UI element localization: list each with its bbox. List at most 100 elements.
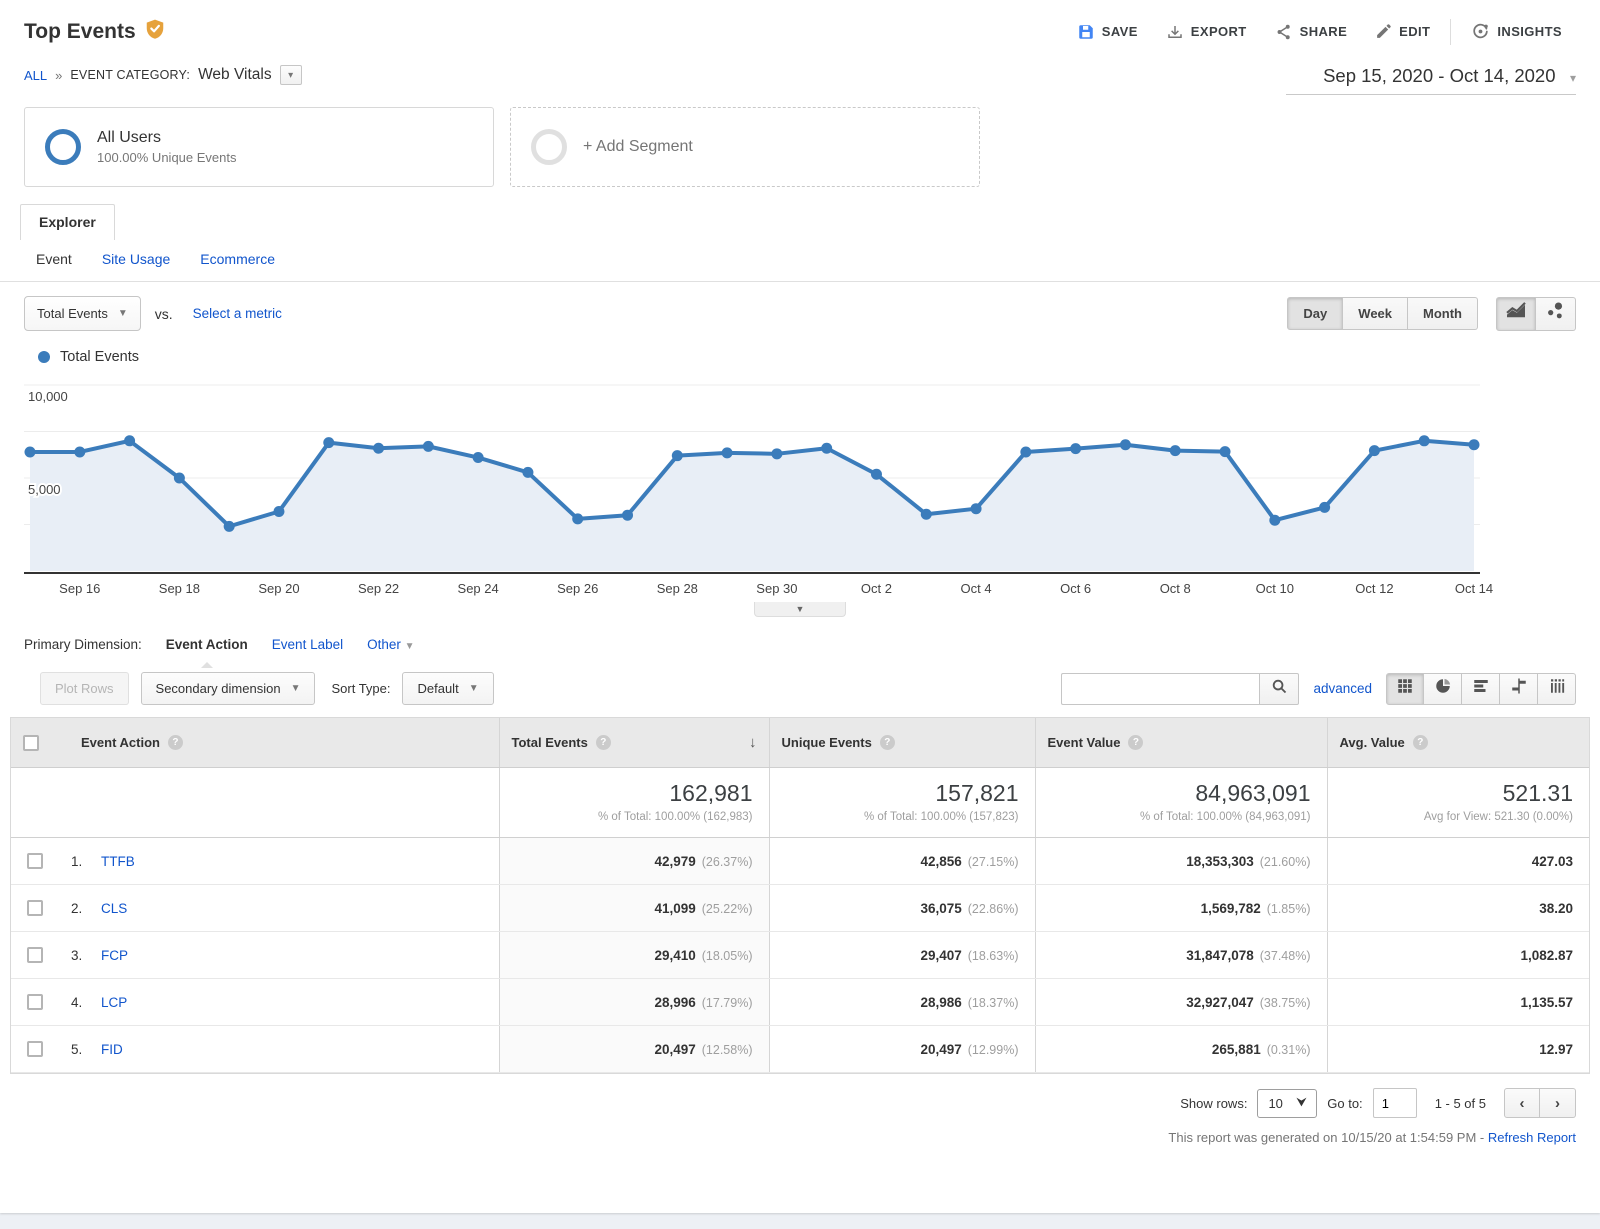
dimension-other[interactable]: Other ▼ [367,637,415,652]
table-search-input[interactable] [1061,672,1260,705]
column-header-avg-value[interactable]: Avg. Value? [1326,718,1589,768]
select-metric-link[interactable]: Select a metric [187,305,288,322]
chart-point[interactable] [323,437,335,449]
tab-explorer[interactable]: Explorer [20,204,115,240]
chart-point[interactable] [622,509,634,521]
chart-point[interactable] [522,466,534,478]
advanced-link[interactable]: advanced [1313,681,1372,696]
insights-button[interactable]: INSIGHTS [1457,14,1576,49]
chart-point[interactable] [223,520,235,532]
chart-point[interactable] [1468,439,1480,451]
chart-point[interactable] [821,442,833,454]
row-checkbox[interactable] [27,900,43,916]
chart-collapse-button[interactable]: ▼ [754,602,846,617]
granularity-day-button[interactable]: Day [1287,297,1344,330]
date-range-selector[interactable]: Sep 15, 2020 - Oct 14, 2020 ▾ [1286,65,1576,95]
chart-point[interactable] [124,435,136,447]
granularity-month-button[interactable]: Month [1408,297,1478,330]
chart-point[interactable] [1169,445,1181,457]
subtab-ecommerce[interactable]: Ecommerce [200,251,275,267]
breadcrumb-all-link[interactable]: ALL [24,67,48,83]
row-checkbox[interactable] [27,1041,43,1057]
performance-view-button[interactable] [1462,672,1500,705]
chart-point[interactable] [1418,435,1430,447]
add-segment-button[interactable]: + Add Segment [510,107,980,187]
goto-page-input[interactable] [1372,1088,1417,1118]
event-action-link[interactable]: FCP [101,947,128,963]
chart-point[interactable] [870,468,882,480]
chart-point[interactable] [671,450,683,462]
cell-value: 28,996 [654,994,696,1010]
chart-point[interactable] [1020,446,1032,458]
granularity-week-button[interactable]: Week [1343,297,1409,330]
help-icon[interactable]: ? [879,735,895,750]
event-action-link[interactable]: TTFB [101,853,135,869]
column-header-unique-events[interactable]: Unique Events? [768,718,1035,768]
column-header-total-events[interactable]: Total Events? ↓ [498,718,769,768]
refresh-report-link[interactable]: Refresh Report [1487,1130,1576,1145]
help-icon[interactable]: ? [1128,735,1144,750]
column-header-event-value[interactable]: Event Value? [1034,718,1327,768]
row-checkbox[interactable] [27,947,43,963]
event-value-cell: 32,927,047 (38.75%) [1034,978,1327,1026]
dimension-event-action[interactable]: Event Action [165,637,248,652]
chart-point[interactable] [173,472,185,484]
chart-point[interactable] [74,446,86,458]
save-button[interactable]: SAVE [1063,15,1152,49]
chart-point[interactable] [1070,443,1082,455]
event-value-cell: 265,881 (0.31%) [1034,1025,1327,1073]
help-icon[interactable]: ? [595,735,611,750]
subtab-site-usage[interactable]: Site Usage [101,251,171,267]
show-rows-select[interactable]: 10 ⮟ [1257,1088,1318,1118]
events-table-wrap: Event Action? Total Events? ↓ Unique Events… [10,717,1590,1074]
sort-type-dropdown[interactable]: Default ▼ [402,672,494,705]
chart-point[interactable] [24,446,36,458]
prev-page-button[interactable]: ‹ [1504,1088,1540,1118]
metric-dropdown[interactable]: Total Events ▼ [24,296,141,331]
share-button[interactable]: SHARE [1261,15,1362,49]
chart-point[interactable] [1119,439,1131,451]
dimension-event-label[interactable]: Event Label [271,637,344,652]
chart-point[interactable] [572,513,584,525]
chart-point[interactable] [1219,446,1231,458]
chart-point[interactable] [1368,445,1380,457]
category-dropdown-button[interactable]: ▾ [279,65,302,85]
motion-chart-view-button[interactable] [1536,296,1576,331]
chart-point[interactable] [1319,501,1331,513]
pivot-view-button[interactable] [1538,672,1576,705]
event-action-cell: 3. FCP [55,931,499,979]
segment-all-users[interactable]: All Users 100.00% Unique Events [24,107,494,187]
chart-point[interactable] [970,503,982,515]
search-button[interactable] [1259,672,1300,705]
event-action-link[interactable]: LCP [101,994,128,1010]
event-action-link[interactable]: FID [101,1041,123,1057]
row-checkbox[interactable] [27,853,43,869]
plot-rows-button[interactable]: Plot Rows [40,672,129,705]
chart-point[interactable] [1269,514,1281,526]
primary-dimension-label: Primary Dimension: [24,637,142,652]
line-chart-view-button[interactable] [1496,296,1536,331]
chart-point[interactable] [721,447,733,459]
row-checkbox[interactable] [27,994,43,1010]
next-page-button[interactable]: › [1540,1088,1576,1118]
export-button[interactable]: EXPORT [1152,15,1261,49]
select-all-checkbox[interactable] [23,734,39,751]
column-header-event-action[interactable]: Event Action? [55,718,499,768]
event-action-link[interactable]: CLS [101,900,128,916]
chart-point[interactable] [472,452,484,464]
chart-point[interactable] [771,448,783,460]
subtab-event[interactable]: Event [36,251,72,267]
total-events-cell: 20,497 (12.58%) [498,1025,769,1073]
help-icon[interactable]: ? [1412,735,1428,750]
secondary-dimension-button[interactable]: Secondary dimension ▼ [140,672,316,705]
chart-point[interactable] [422,440,434,452]
help-icon[interactable]: ? [167,735,183,750]
edit-button[interactable]: EDIT [1361,15,1444,48]
chart-point[interactable] [373,442,385,454]
comparison-view-button[interactable] [1500,672,1538,705]
percentage-view-button[interactable] [1424,672,1462,705]
share-icon [1275,23,1293,41]
chart-point[interactable] [920,508,932,520]
data-view-button[interactable] [1386,672,1424,705]
chart-point[interactable] [273,505,285,517]
